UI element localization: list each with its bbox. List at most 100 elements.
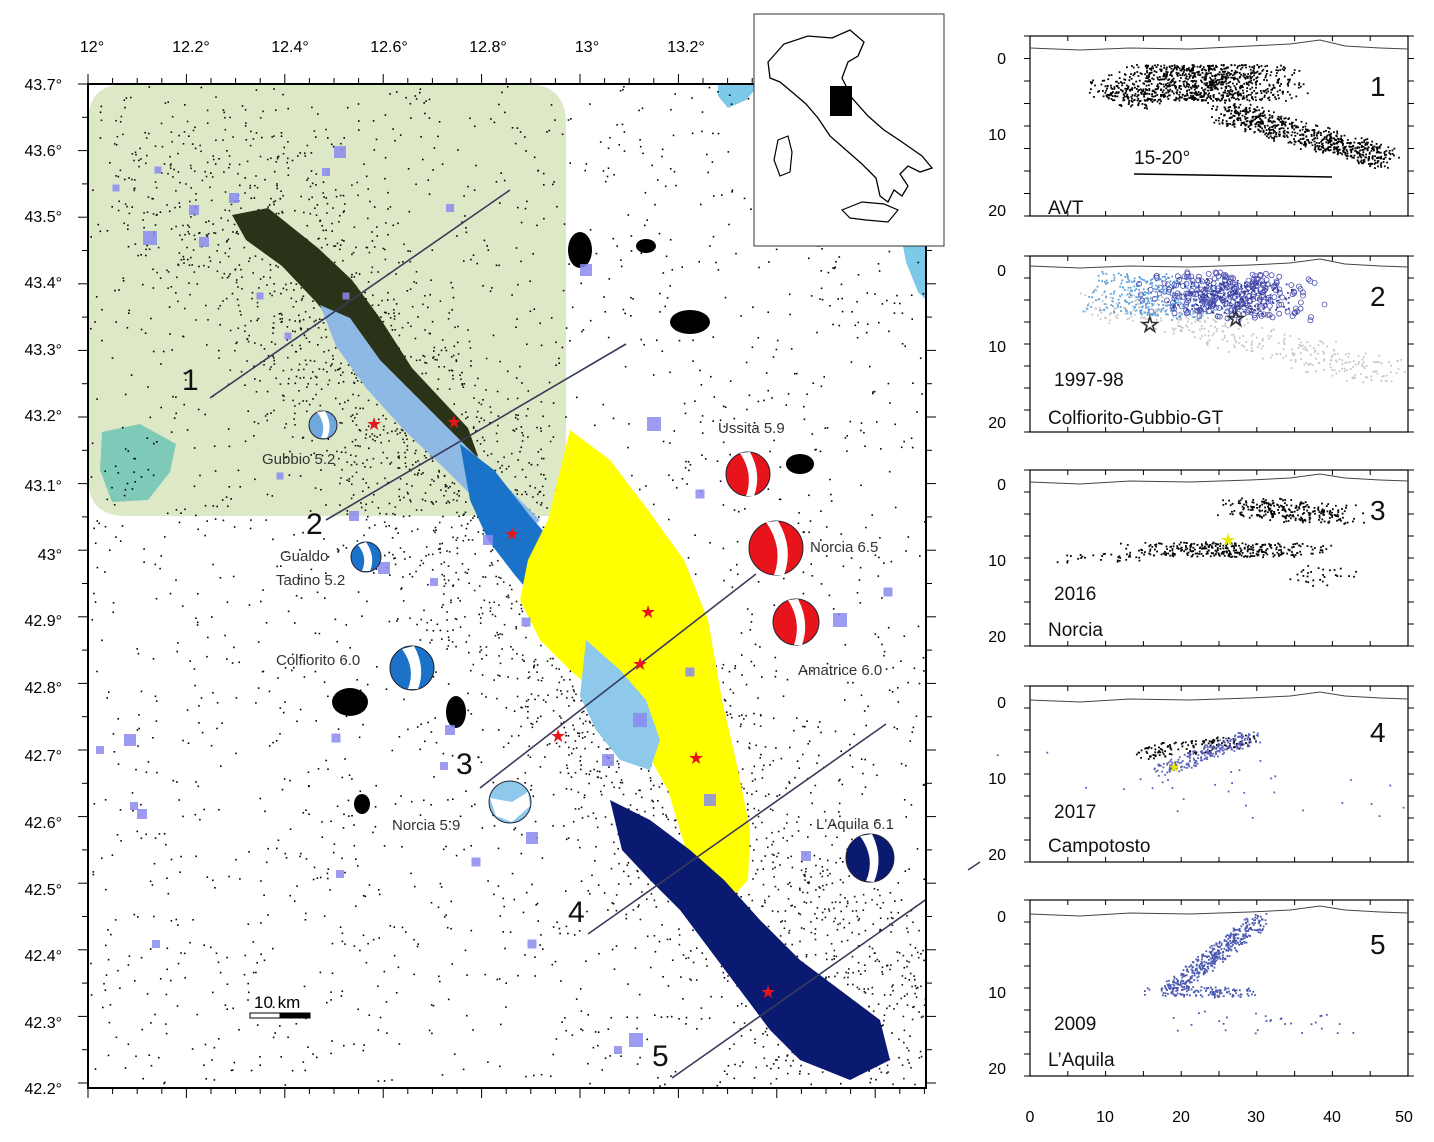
seismic-event-dot: [368, 487, 370, 489]
seismic-event-dot: [361, 507, 363, 509]
seismic-event-dot: [145, 834, 147, 836]
seismic-event-dot: [153, 213, 155, 215]
seismic-event-dot: [310, 213, 312, 215]
seismic-event-dot: [401, 429, 403, 431]
seismic-event-dot: [613, 842, 615, 844]
seismic-event-dot: [863, 909, 865, 911]
seismic-event-dot: [758, 401, 760, 403]
seismic-event-dot: [390, 925, 392, 927]
seismic-event-dot: [324, 915, 326, 917]
seismic-event-dot: [798, 523, 800, 525]
seismic-event-dot: [294, 424, 296, 426]
seismic-event-dot: [256, 962, 258, 964]
historical-event-square: [96, 746, 104, 754]
seismic-event-dot: [833, 608, 835, 610]
seismic-event-dot: [761, 676, 763, 678]
seismic-event-dot: [872, 393, 874, 395]
seismic-event-dot: [553, 926, 555, 928]
seismic-event-dot: [251, 198, 253, 200]
seismic-event-dot: [263, 894, 265, 896]
seismic-event-dot: [351, 484, 353, 486]
seismic-event-dot: [164, 163, 166, 165]
seismic-event-dot: [368, 448, 370, 450]
seismic-event-dot: [302, 400, 304, 402]
seismic-event-dot: [385, 157, 387, 159]
seismic-event-dot: [657, 179, 659, 181]
seismic-event-dot: [558, 668, 560, 670]
seismic-event-dot: [275, 109, 277, 111]
seismic-event-dot: [438, 366, 440, 368]
seismic-event-dot: [307, 225, 309, 227]
seismic-event-dot: [821, 270, 823, 272]
seismic-event-dot: [417, 316, 419, 318]
seismic-event-dot: [130, 97, 132, 99]
seismic-event-dot: [325, 760, 327, 762]
seismic-event-dot: [413, 440, 415, 442]
seismic-event-dot: [285, 1084, 287, 1086]
seismic-event-dot: [491, 287, 493, 289]
seismic-event-dot: [783, 828, 785, 830]
seismic-event-dot: [872, 391, 874, 393]
historical-event-square: [602, 754, 614, 766]
seismic-event-dot: [149, 86, 151, 88]
beachball-laquila: [846, 834, 894, 882]
seismic-event-dot: [914, 668, 916, 670]
seismic-event-dot: [911, 804, 913, 806]
seismic-event-dot: [432, 169, 434, 171]
seismic-event-dot: [433, 630, 435, 632]
seismic-event-dot: [517, 284, 519, 286]
seismic-event-dot: [100, 231, 102, 233]
seismic-event-dot: [454, 492, 456, 494]
seismic-event-dot: [821, 288, 823, 290]
seismic-event-dot: [598, 746, 600, 748]
seismic-event-dot: [303, 319, 305, 321]
seismic-event-dot: [758, 337, 760, 339]
seismic-event-dot: [773, 1063, 775, 1065]
seismic-event-dot: [735, 253, 737, 255]
seismic-event-dot: [264, 179, 266, 181]
seismic-event-dot: [840, 858, 842, 860]
seismic-event-dot: [198, 266, 200, 268]
seismic-event-dot: [357, 540, 359, 542]
seismic-event-dot: [444, 562, 446, 564]
seismic-event-dot: [344, 402, 346, 404]
seismic-event-dot: [381, 300, 383, 302]
seismic-event-dot: [237, 286, 239, 288]
seismic-event-dot: [425, 373, 427, 375]
seismic-event-dot: [643, 344, 645, 346]
seismic-event-dot: [389, 463, 391, 465]
seismic-event-dot: [184, 509, 186, 511]
seismic-event-dot: [190, 165, 192, 167]
seismic-event-dot: [482, 729, 484, 731]
seismic-event-dot: [529, 485, 531, 487]
seismic-event-dot: [245, 125, 247, 127]
seismic-event-dot: [119, 987, 121, 989]
seismic-event-dot: [293, 534, 295, 536]
seismic-event-dot: [204, 414, 206, 416]
seismic-event-dot: [443, 849, 445, 851]
seismic-event-dot: [840, 879, 842, 881]
seismic-event-dot: [284, 427, 286, 429]
seismic-event-dot: [132, 792, 134, 794]
seismic-event-dot: [785, 787, 787, 789]
seismic-event-dot: [422, 159, 424, 161]
seismic-event-dot: [740, 315, 742, 317]
map-section-number-5: 5: [652, 1040, 669, 1073]
seismic-event-dot: [445, 484, 447, 486]
seismic-event-dot: [426, 546, 428, 548]
seismic-event-dot: [347, 513, 349, 515]
seismic-event-dot: [352, 394, 354, 396]
seismic-event-dot: [180, 512, 182, 514]
seismic-event-dot: [827, 869, 829, 871]
seismic-event-dot: [545, 478, 547, 480]
seismic-event-dot: [914, 979, 916, 981]
seismic-event-dot: [556, 206, 558, 208]
seismic-event-dot: [559, 928, 561, 930]
seismic-event-dot: [860, 567, 862, 569]
seismic-event-dot: [310, 378, 312, 380]
seismic-event-dot: [653, 807, 655, 809]
seismic-event-dot: [232, 662, 234, 664]
seismic-event-dot: [132, 153, 134, 155]
seismic-event-dot: [464, 383, 466, 385]
seismic-event-dot: [443, 753, 445, 755]
